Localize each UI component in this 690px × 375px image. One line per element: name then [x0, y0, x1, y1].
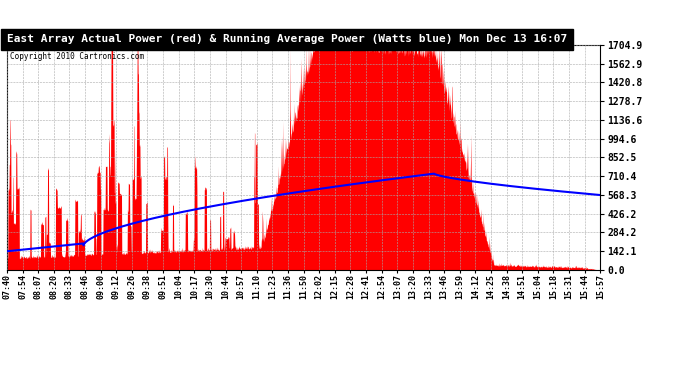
Text: East Array Actual Power (red) & Running Average Power (Watts blue) Mon Dec 13 16: East Array Actual Power (red) & Running … — [7, 34, 567, 44]
Text: Copyright 2010 Cartronics.com: Copyright 2010 Cartronics.com — [10, 52, 144, 61]
